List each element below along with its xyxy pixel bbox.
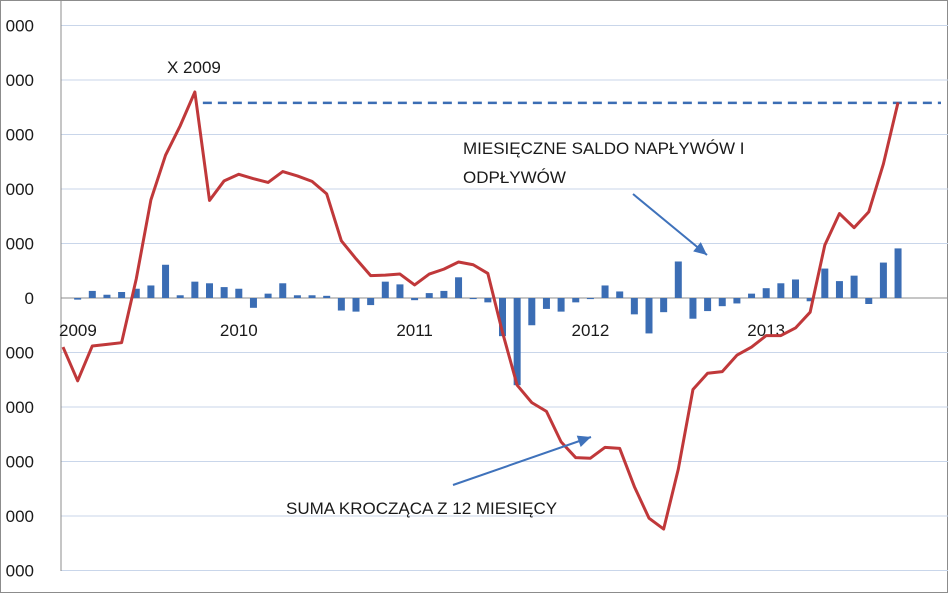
bar <box>103 294 111 298</box>
x-tick-label: 2010 <box>220 321 258 340</box>
y-tick-label: 000 <box>6 453 34 472</box>
bar <box>381 281 389 298</box>
bar <box>396 284 404 298</box>
bar <box>718 298 726 307</box>
bars-annotation-arrow <box>632 193 708 256</box>
bar <box>542 298 550 309</box>
bar <box>528 298 536 326</box>
bar <box>572 298 580 303</box>
bar <box>455 277 463 298</box>
y-tick-label: 000 <box>6 71 34 90</box>
bar <box>513 298 521 386</box>
annotation-arrows <box>452 193 708 486</box>
bars-annotation-line2: ODPŁYWÓW <box>463 168 566 187</box>
bar <box>806 298 814 302</box>
y-tick-label: 000 <box>6 235 34 254</box>
bar <box>469 298 477 300</box>
bar-series <box>74 248 902 386</box>
bar <box>557 298 565 312</box>
bar <box>411 298 419 301</box>
bar <box>748 293 756 298</box>
y-tick-label: 000 <box>6 562 34 581</box>
bar <box>440 290 448 298</box>
bar <box>88 290 96 298</box>
bar <box>821 268 829 298</box>
bar <box>865 298 873 304</box>
bar <box>894 248 902 298</box>
y-tick-label: 000 <box>6 126 34 145</box>
bar <box>352 298 360 312</box>
bar <box>132 288 140 298</box>
bar <box>733 298 741 304</box>
bar <box>249 298 257 308</box>
bars-annotation-line1: MIESIĘCZNE SALDO NAPŁYWÓW I <box>463 139 745 158</box>
y-tick-label: 000 <box>6 344 34 363</box>
x-tick-label: 2012 <box>571 321 609 340</box>
bar <box>337 298 345 311</box>
bar <box>777 283 785 298</box>
bar <box>586 298 594 300</box>
bar <box>367 298 375 306</box>
bar <box>689 298 697 319</box>
bars-annotation-arrow-head <box>693 242 707 255</box>
peak-annotation: X 2009 <box>167 58 221 77</box>
x-tick-label: 2009 <box>59 321 97 340</box>
y-tick-label: 000 <box>6 398 34 417</box>
bar <box>704 298 712 312</box>
bar <box>616 291 624 298</box>
bar <box>206 283 213 298</box>
bar <box>835 281 843 298</box>
line-annotation: SUMA KROCZĄCA Z 12 MIESIĘCY <box>286 499 557 518</box>
bar <box>499 298 506 337</box>
bar <box>601 285 609 298</box>
bar <box>792 279 799 298</box>
bar <box>293 295 301 298</box>
bar <box>74 298 82 300</box>
x-tick-label: 2011 <box>396 321 433 340</box>
rolling-sum-line <box>61 90 900 531</box>
bar <box>279 283 287 298</box>
bar <box>191 281 199 298</box>
line-series <box>61 90 900 531</box>
y-tick-label: 000 <box>6 507 34 526</box>
bar <box>425 293 433 298</box>
bar <box>308 295 316 298</box>
bar <box>879 262 887 298</box>
bar <box>850 275 858 298</box>
bar <box>118 292 126 298</box>
bar <box>220 287 228 298</box>
y-tick-label: 000 <box>6 180 34 199</box>
bar <box>176 295 184 298</box>
bar <box>674 261 682 298</box>
bar <box>660 298 668 313</box>
y-tick-label: 000 <box>6 17 34 36</box>
bar <box>162 264 170 298</box>
bar <box>147 285 155 298</box>
line-annotation-arrow <box>452 436 592 486</box>
bar <box>264 293 272 298</box>
bar <box>762 288 770 298</box>
line-annotation-arrow-head <box>576 435 591 447</box>
bar <box>323 295 331 298</box>
y-tick-label: 0 <box>25 289 34 308</box>
bar <box>645 298 653 334</box>
bar <box>630 298 638 315</box>
bar <box>235 288 243 298</box>
bar <box>484 298 492 303</box>
